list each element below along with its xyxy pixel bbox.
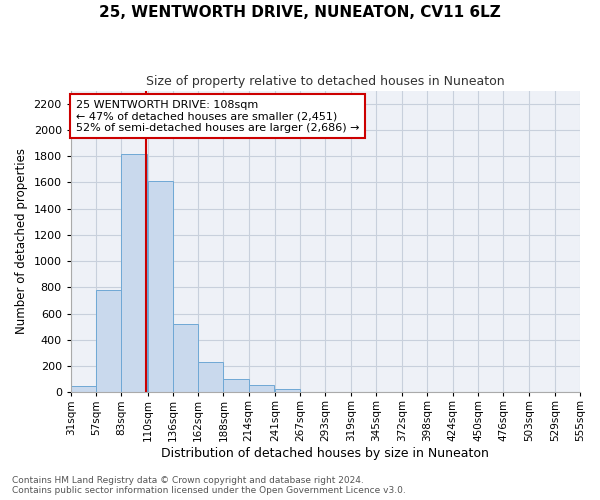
Bar — [121, 154, 146, 392]
Bar — [198, 362, 223, 392]
Title: Size of property relative to detached houses in Nuneaton: Size of property relative to detached ho… — [146, 75, 505, 88]
X-axis label: Distribution of detached houses by size in Nuneaton: Distribution of detached houses by size … — [161, 447, 490, 460]
Y-axis label: Number of detached properties: Number of detached properties — [15, 148, 28, 334]
Bar — [173, 324, 198, 392]
Text: Contains HM Land Registry data © Crown copyright and database right 2024.
Contai: Contains HM Land Registry data © Crown c… — [12, 476, 406, 495]
Bar — [96, 290, 121, 392]
Text: 25 WENTWORTH DRIVE: 108sqm
← 47% of detached houses are smaller (2,451)
52% of s: 25 WENTWORTH DRIVE: 108sqm ← 47% of deta… — [76, 100, 359, 133]
Bar — [248, 385, 274, 392]
Bar — [148, 181, 173, 392]
Bar — [71, 386, 96, 392]
Text: 25, WENTWORTH DRIVE, NUNEATON, CV11 6LZ: 25, WENTWORTH DRIVE, NUNEATON, CV11 6LZ — [99, 5, 501, 20]
Bar — [275, 389, 300, 392]
Bar — [223, 378, 248, 392]
